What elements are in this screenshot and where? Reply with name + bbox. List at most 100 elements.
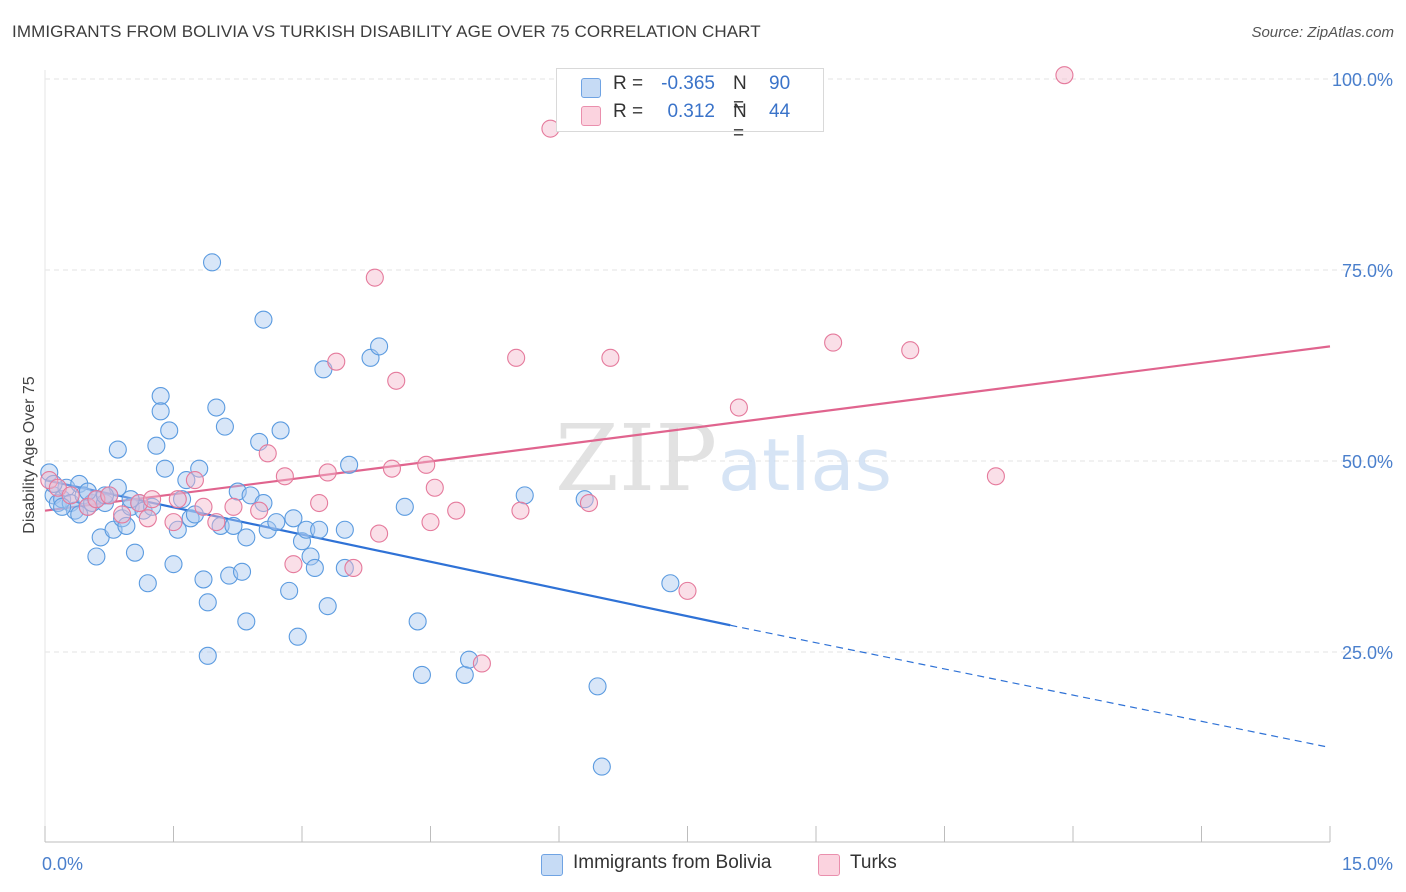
y-axis-label: Disability Age Over 75 bbox=[21, 376, 38, 534]
point-turks bbox=[579, 493, 599, 513]
point-turks bbox=[824, 333, 843, 352]
legend-r-label: R = bbox=[613, 73, 644, 94]
point-bolivia bbox=[588, 677, 607, 696]
point-turks bbox=[284, 555, 303, 574]
point-bolivia bbox=[198, 593, 217, 612]
point-bolivia bbox=[301, 547, 320, 566]
point-turks bbox=[113, 505, 132, 524]
point-turks bbox=[507, 348, 526, 367]
point-turks bbox=[986, 467, 1005, 486]
point-turks bbox=[421, 513, 440, 532]
legend-swatch-turks bbox=[818, 854, 840, 876]
point-turks bbox=[365, 268, 384, 287]
legend-n-value: 90 bbox=[769, 73, 791, 94]
point-bolivia bbox=[151, 402, 170, 421]
point-bolivia bbox=[203, 253, 222, 272]
point-bolivia bbox=[592, 757, 611, 776]
point-turks bbox=[511, 501, 530, 520]
y-tick-label: 50.0% bbox=[1342, 452, 1393, 472]
point-bolivia bbox=[237, 528, 256, 547]
point-bolivia bbox=[267, 513, 286, 532]
tick-labels: 25.0% 50.0% 75.0% 100.0% 0.0% 15.0% bbox=[42, 70, 1393, 874]
trend-line-bolivia-extrapolated bbox=[730, 624, 1331, 749]
point-bolivia bbox=[207, 398, 226, 417]
point-bolivia bbox=[53, 490, 72, 509]
axes bbox=[44, 70, 1331, 843]
point-bolivia bbox=[284, 509, 303, 528]
point-bolivia bbox=[232, 562, 252, 581]
point-bolivia bbox=[108, 440, 127, 459]
point-turks bbox=[207, 513, 226, 532]
point-bolivia bbox=[215, 417, 234, 436]
point-turks bbox=[1055, 66, 1074, 85]
y-tick-label: 75.0% bbox=[1342, 261, 1393, 281]
point-bolivia bbox=[515, 486, 534, 505]
legend-label-turks: Turks bbox=[850, 852, 897, 873]
point-turks bbox=[250, 501, 269, 520]
point-turks bbox=[100, 486, 119, 505]
point-bolivia bbox=[271, 421, 290, 440]
legend-n-label: N = bbox=[733, 101, 747, 144]
legend-r-value: 0.312 bbox=[667, 101, 715, 122]
point-bolivia bbox=[305, 558, 324, 578]
point-turks bbox=[382, 459, 402, 478]
y-tick-label: 25.0% bbox=[1342, 643, 1393, 663]
point-bolivia bbox=[173, 490, 192, 509]
point-turks bbox=[447, 501, 466, 520]
chart-title: IMMIGRANTS FROM BOLIVIA VS TURKISH DISAB… bbox=[12, 22, 761, 41]
point-bolivia bbox=[190, 459, 209, 478]
point-turks bbox=[258, 444, 277, 463]
point-bolivia bbox=[661, 574, 680, 593]
series-turks-points bbox=[40, 66, 1074, 673]
point-bolivia bbox=[318, 597, 337, 616]
point-turks bbox=[168, 490, 187, 509]
point-bolivia bbox=[395, 497, 414, 516]
point-turks bbox=[678, 581, 697, 600]
point-bolivia bbox=[224, 516, 243, 535]
legend-swatch-bolivia bbox=[581, 78, 601, 98]
point-bolivia bbox=[164, 555, 183, 574]
point-turks bbox=[275, 467, 294, 486]
point-bolivia bbox=[95, 486, 115, 505]
point-bolivia bbox=[335, 520, 354, 539]
legend-n-label: N = bbox=[733, 73, 747, 116]
point-bolivia bbox=[125, 543, 144, 562]
point-turks bbox=[194, 497, 213, 516]
point-bolivia bbox=[194, 570, 213, 589]
legend-label-bolivia: Immigrants from Bolivia bbox=[573, 852, 772, 873]
point-bolivia bbox=[151, 387, 170, 406]
point-bolivia bbox=[297, 520, 316, 539]
point-turks bbox=[472, 654, 491, 673]
x-tick-label: 15.0% bbox=[1342, 854, 1393, 874]
point-turks bbox=[138, 509, 157, 528]
point-bolivia bbox=[198, 646, 217, 665]
point-bolivia bbox=[455, 665, 474, 684]
point-bolivia bbox=[160, 421, 179, 440]
legend-n-value: 44 bbox=[769, 101, 791, 122]
point-bolivia bbox=[288, 627, 307, 646]
point-turks bbox=[185, 471, 204, 490]
legend-swatch-turks bbox=[581, 106, 601, 126]
point-bolivia bbox=[87, 547, 106, 566]
legend-swatch-bolivia bbox=[541, 854, 563, 876]
legend-r-label: R = bbox=[613, 101, 644, 122]
point-turks bbox=[370, 524, 389, 543]
point-bolivia bbox=[138, 574, 157, 593]
point-turks bbox=[425, 478, 444, 497]
point-turks bbox=[901, 341, 920, 360]
watermark-zip: ZIP bbox=[555, 405, 717, 512]
point-turks bbox=[318, 463, 337, 482]
point-bolivia bbox=[292, 532, 312, 551]
point-turks bbox=[310, 493, 329, 513]
point-bolivia bbox=[408, 612, 427, 631]
point-bolivia bbox=[237, 612, 256, 631]
point-turks bbox=[601, 348, 620, 367]
data-points bbox=[40, 66, 1074, 776]
point-turks bbox=[61, 486, 80, 505]
y-tick-label: 100.0% bbox=[1332, 70, 1393, 90]
point-turks bbox=[164, 513, 183, 532]
point-bolivia bbox=[340, 455, 359, 474]
point-bolivia bbox=[155, 459, 174, 478]
point-turks bbox=[224, 497, 243, 516]
point-bolivia bbox=[40, 463, 59, 482]
